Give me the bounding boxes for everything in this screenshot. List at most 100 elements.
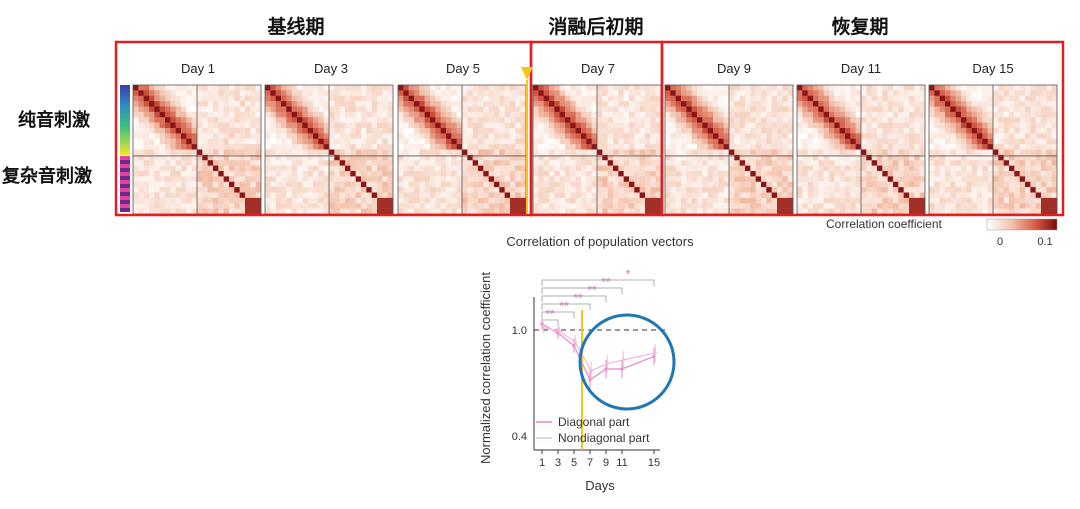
heatmap-cell: [186, 111, 192, 118]
heatmap-cell: [893, 117, 899, 123]
heatmap-cell: [549, 181, 555, 188]
heatmap-cell: [440, 160, 447, 166]
heatmap-cell: [691, 149, 698, 156]
heatmap-cell: [914, 192, 920, 199]
heatmap-cell: [297, 117, 303, 123]
heatmap-cell: [154, 85, 160, 91]
heatmap-cell: [597, 160, 603, 166]
heatmap-cell: [977, 197, 983, 204]
heatmap-cell: [143, 197, 150, 204]
heatmap-cell: [887, 90, 894, 97]
heatmap-cell: [702, 192, 708, 199]
significance-stars: *: [626, 267, 631, 281]
heatmap-cell: [750, 176, 756, 183]
heatmap-cell: [629, 138, 635, 145]
heatmap-cell: [408, 85, 415, 91]
complex-stripe: [120, 196, 130, 200]
heatmap-cell: [802, 144, 808, 150]
heatmap-cell: [245, 101, 251, 107]
heatmap-cell: [504, 160, 511, 166]
heatmap-cell: [382, 95, 388, 102]
heatmap-cell: [650, 122, 656, 129]
heatmap-cell: [575, 144, 582, 150]
heatmap-cell: [339, 197, 346, 204]
heatmap-cell: [403, 138, 409, 145]
heatmap-cell: [871, 197, 878, 204]
heatmap-cell: [504, 192, 511, 199]
heatmap-cell: [898, 128, 904, 134]
heatmap-cell: [755, 122, 762, 129]
heatmap-cell: [877, 192, 883, 199]
heatmap-cell: [355, 95, 362, 102]
heatmap-cell: [488, 95, 495, 102]
heatmap-cell: [691, 165, 698, 172]
heatmap-cell: [538, 165, 544, 172]
heatmap-cell: [581, 138, 587, 145]
heatmap-cell: [456, 160, 463, 166]
heatmap-cell: [734, 95, 740, 102]
heatmap-cell: [462, 101, 468, 107]
heatmap-cell: [723, 165, 730, 172]
heatmap-cell: [323, 85, 330, 91]
heatmap-cell: [839, 128, 846, 134]
heatmap-cell: [971, 160, 978, 166]
complex-stripe: [120, 168, 130, 172]
heatmap-cell: [998, 106, 1004, 113]
heatmap-cell: [377, 203, 383, 209]
heatmap-cell: [909, 106, 915, 113]
heatmap-cell: [591, 203, 598, 209]
heatmap-cell: [520, 106, 527, 113]
heatmap-cell: [451, 85, 457, 91]
heatmap-cell: [570, 176, 576, 183]
heatmap-cell: [281, 111, 287, 118]
heatmap-cell: [377, 95, 383, 102]
heatmap-cell: [586, 154, 592, 161]
heatmap-cell: [834, 149, 840, 156]
heatmap-cell: [483, 95, 489, 102]
complex-stripe: [120, 200, 130, 204]
heatmap-cell: [675, 133, 682, 140]
heatmap-cell: [361, 111, 367, 118]
heatmap-cell: [834, 165, 840, 172]
heatmap-cell: [440, 181, 447, 188]
heatmap-cell: [586, 117, 592, 123]
heatmap-cell: [197, 90, 203, 97]
heatmap-cell: [575, 176, 582, 183]
heatmap-cell: [871, 138, 878, 145]
heatmap-cell: [797, 133, 803, 140]
heatmap-cell: [218, 165, 224, 172]
heatmap-cell: [639, 122, 646, 129]
heatmap-cell: [797, 197, 803, 204]
heatmap-cell: [313, 160, 319, 166]
heatmap-cell: [143, 106, 150, 113]
heatmap-cell: [154, 171, 160, 177]
heatmap-cell: [777, 149, 783, 156]
heatmap-cell: [750, 106, 756, 113]
heatmap-cell: [245, 85, 251, 91]
heatmap-cell: [950, 171, 956, 177]
heatmap-cell: [914, 154, 920, 161]
heatmap-cell: [1046, 95, 1052, 102]
heatmap-cell: [670, 111, 676, 118]
heatmap-cell: [971, 171, 978, 177]
heatmap-cell: [802, 117, 808, 123]
heatmap-cell: [993, 197, 999, 204]
heatmap-cell: [681, 95, 687, 102]
heatmap-cell: [855, 85, 862, 91]
heatmap-cell: [813, 197, 819, 204]
heatmap-cell: [366, 176, 372, 183]
heatmap-cell: [462, 165, 468, 172]
heatmap-cell: [488, 128, 495, 134]
heatmap-cell: [586, 90, 592, 97]
heatmap-cell: [133, 192, 139, 199]
heatmap-cell: [613, 106, 619, 113]
heatmap-cell: [515, 133, 521, 140]
heatmap-cell: [207, 187, 214, 193]
heatmap-cell: [877, 154, 883, 161]
heatmap-cell: [302, 85, 308, 91]
heatmap-cell: [371, 101, 378, 107]
heatmap-cell: [462, 181, 468, 188]
heatmap-cell: [286, 122, 292, 129]
heatmap-cell: [623, 85, 630, 91]
heatmap-cell: [855, 149, 862, 156]
